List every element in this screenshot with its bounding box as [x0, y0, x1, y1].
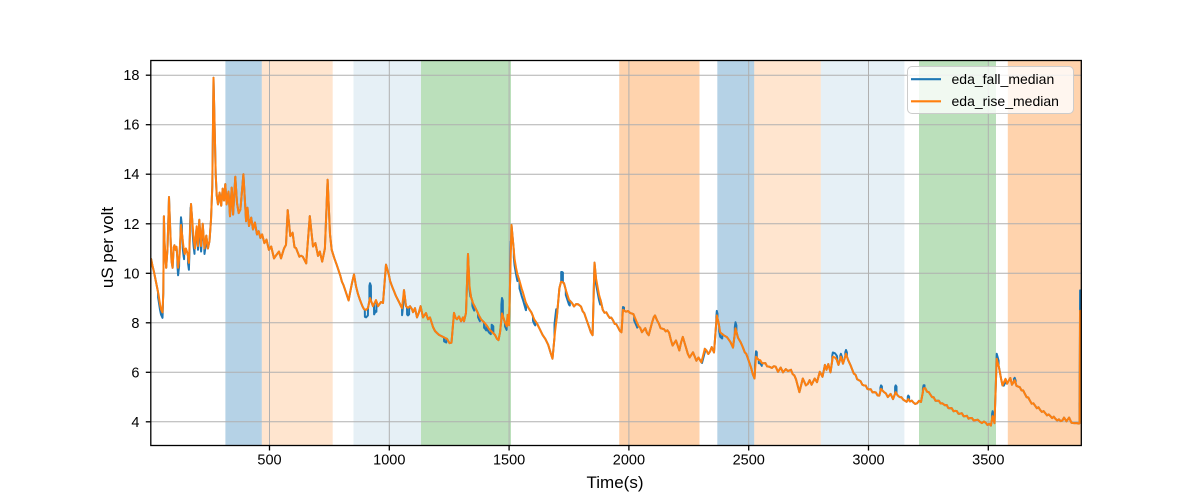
svg-text:1000: 1000	[373, 453, 405, 469]
svg-text:uS per volt: uS per volt	[98, 207, 117, 289]
svg-text:10: 10	[123, 266, 139, 282]
svg-text:3500: 3500	[972, 453, 1004, 469]
svg-text:8: 8	[131, 316, 139, 332]
svg-text:2000: 2000	[613, 453, 645, 469]
svg-text:3000: 3000	[852, 453, 884, 469]
svg-text:eda_rise_median: eda_rise_median	[952, 93, 1059, 109]
svg-text:16: 16	[123, 118, 139, 134]
svg-text:500: 500	[257, 453, 281, 469]
svg-text:1500: 1500	[493, 453, 525, 469]
svg-text:6: 6	[131, 365, 139, 381]
svg-text:12: 12	[123, 217, 139, 233]
svg-text:eda_fall_median: eda_fall_median	[952, 71, 1055, 87]
svg-text:2500: 2500	[733, 453, 765, 469]
svg-text:14: 14	[123, 167, 139, 183]
svg-text:4: 4	[131, 415, 139, 431]
svg-text:Time(s): Time(s)	[587, 473, 644, 492]
svg-text:18: 18	[123, 68, 139, 84]
